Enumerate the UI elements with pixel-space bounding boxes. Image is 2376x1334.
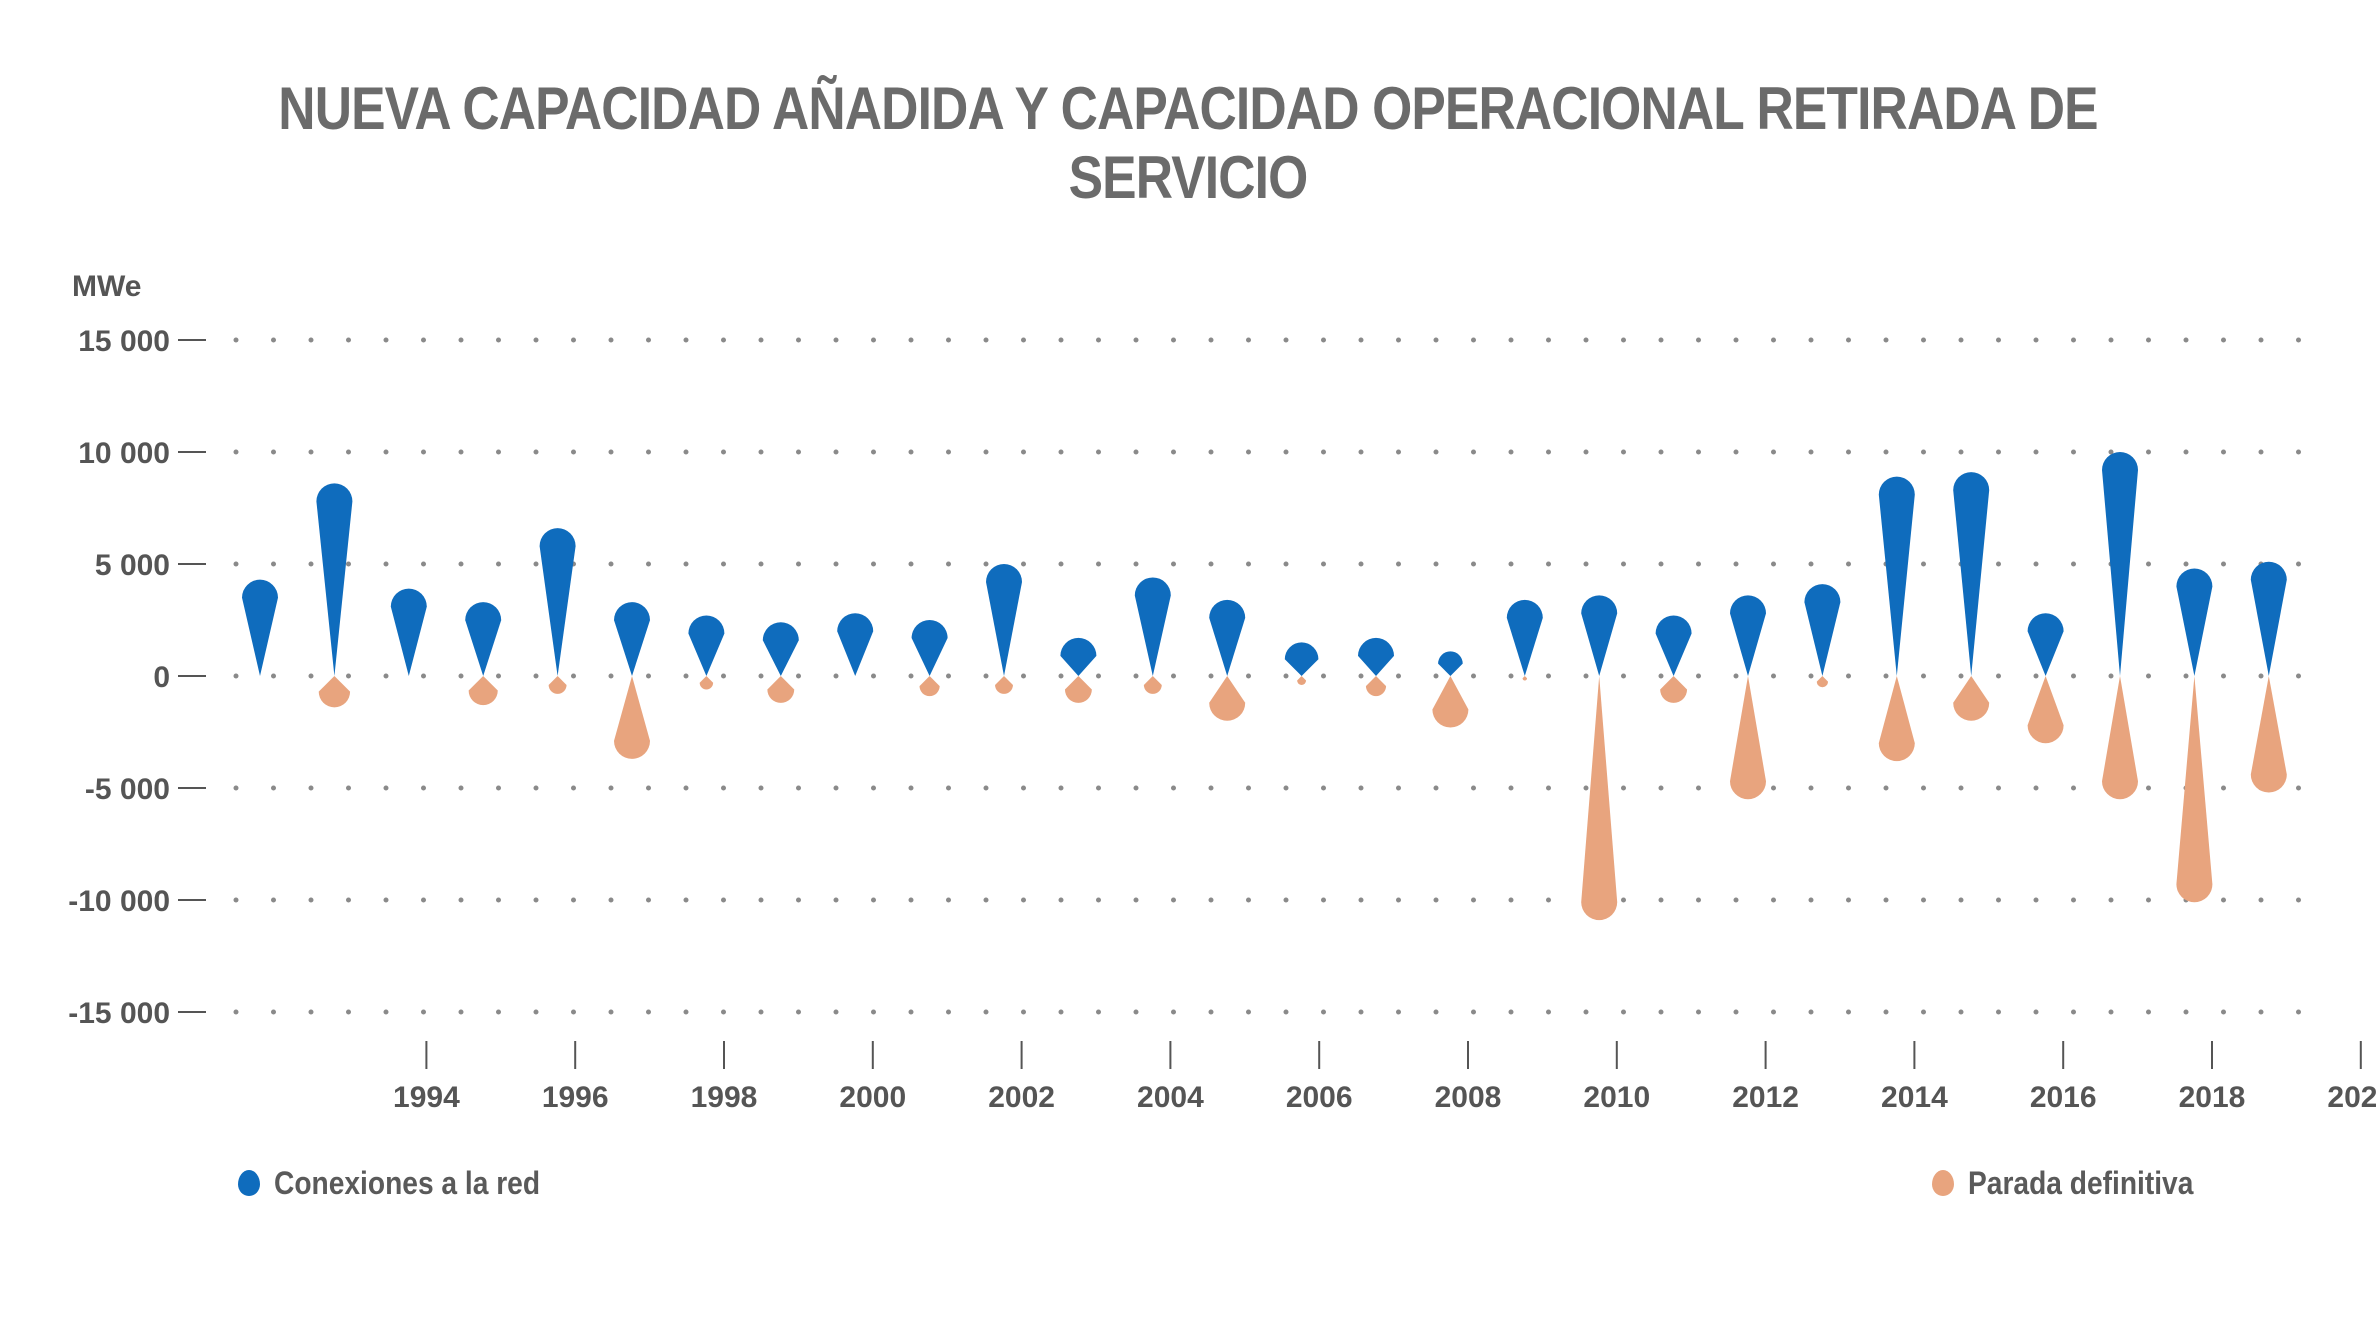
legend-label-parada: Parada definitiva — [1968, 1164, 2194, 1201]
bar-parada — [318, 676, 351, 708]
x-tick-label: 2020 — [2327, 1081, 2376, 1114]
bar-conexiones — [1506, 599, 1543, 676]
bar-conexiones — [911, 620, 948, 676]
bar-parada — [1660, 676, 1688, 703]
x-tick-label: 2008 — [1435, 1081, 1502, 1114]
bar-parada — [2102, 676, 2138, 800]
bar-conexiones — [2176, 568, 2213, 676]
bar-parada — [995, 676, 1013, 694]
bar-conexiones — [2250, 561, 2287, 676]
bar-conexiones — [1581, 595, 1618, 676]
bar-parada — [1365, 676, 1387, 697]
y-tick-label: -10 000 — [68, 885, 170, 918]
bar-conexiones — [837, 613, 874, 676]
x-tick-label: 2010 — [1583, 1081, 1650, 1114]
bar-parada — [767, 676, 795, 703]
x-tick-label: 2002 — [988, 1081, 1055, 1114]
bar-conexiones — [1438, 651, 1463, 676]
series-conexiones — [242, 452, 2287, 676]
bar-parada — [1143, 676, 1162, 694]
bar-conexiones — [1655, 615, 1692, 676]
x-axis: 1994 1996 1998 2000 2002 2004 2006 2008 2010 2012… — [393, 1041, 2376, 1114]
bar-conexiones — [614, 602, 650, 676]
bar-conexiones — [242, 579, 278, 676]
bar-conexiones — [1730, 595, 1766, 676]
bar-conexiones — [1953, 472, 1990, 676]
bar-conexiones — [2027, 613, 2064, 676]
bar-parada — [1878, 676, 1915, 762]
bar-conexiones — [2102, 452, 2138, 676]
y-tick-label: -5 000 — [85, 773, 170, 806]
bar-conexiones — [1804, 584, 1841, 676]
y-tick-label: 10 000 — [78, 437, 170, 470]
bar-parada — [1953, 676, 1990, 721]
bar-parada — [1432, 676, 1469, 728]
bar-conexiones — [1134, 577, 1171, 676]
bar-conexiones — [688, 615, 725, 676]
x-tick-label: 1998 — [691, 1081, 758, 1114]
x-tick-label: 2018 — [2179, 1081, 2246, 1114]
legend-swatch-parada — [1932, 1170, 1954, 1196]
series-parada — [318, 676, 2287, 921]
bar-parada — [614, 676, 650, 759]
x-tick-label: 2014 — [1881, 1081, 1948, 1114]
bar-parada — [1522, 676, 1528, 681]
bar-parada — [1209, 676, 1246, 721]
x-tick-label: 2004 — [1137, 1081, 1204, 1114]
x-tick-label: 2012 — [1732, 1081, 1799, 1114]
bar-conexiones — [1878, 476, 1915, 676]
bar-conexiones — [762, 622, 799, 676]
legend-label-conexiones: Conexiones a la red — [274, 1164, 541, 1201]
y-axis-label: MWe — [72, 270, 141, 303]
legend-item-parada: Parada definitiva — [1932, 1163, 2224, 1203]
legend-swatch-conexiones — [238, 1170, 260, 1196]
bar-parada — [1064, 676, 1092, 703]
y-tick-label: 15 000 — [78, 325, 170, 358]
bar-parada — [2250, 676, 2287, 793]
bar-conexiones — [986, 564, 1022, 676]
x-tick-label: 1996 — [542, 1081, 609, 1114]
bar-conexiones — [1060, 637, 1097, 676]
bar-parada — [1581, 676, 1618, 921]
y-tick-label: -15 000 — [68, 997, 170, 1030]
bar-parada — [699, 676, 714, 690]
bar-conexiones — [465, 602, 502, 676]
bar-conexiones — [1358, 637, 1394, 676]
bar-parada — [1297, 676, 1307, 685]
x-tick-label: 2016 — [2030, 1081, 2097, 1114]
y-tick-label: 0 — [153, 661, 170, 694]
bar-parada — [919, 676, 940, 697]
bar-parada — [468, 676, 498, 706]
chart-title: NUEVA CAPACIDAD AÑADIDA Y CAPACIDAD OPER… — [278, 75, 2098, 211]
x-tick-label: 2006 — [1286, 1081, 1353, 1114]
bar-conexiones — [316, 483, 353, 676]
bar-conexiones — [1209, 599, 1246, 676]
bar-conexiones — [539, 528, 576, 676]
grid — [233, 337, 2333, 1015]
bar-parada — [2027, 676, 2064, 744]
bar-parada — [1816, 676, 1828, 688]
bar-parada — [1730, 676, 1766, 800]
y-tick-label: 5 000 — [95, 549, 170, 582]
x-tick-label: 2000 — [839, 1081, 906, 1114]
bar-parada — [548, 676, 567, 694]
legend-item-conexiones: Conexiones a la red — [238, 1163, 576, 1203]
bar-conexiones — [390, 588, 427, 676]
y-axis: 15 000 10 000 5 000 0 -5 000 -10 000 -15 000 — [68, 325, 206, 1030]
bar-conexiones — [1284, 642, 1319, 676]
bar-parada — [2176, 676, 2213, 903]
x-tick-label: 1994 — [393, 1081, 460, 1114]
